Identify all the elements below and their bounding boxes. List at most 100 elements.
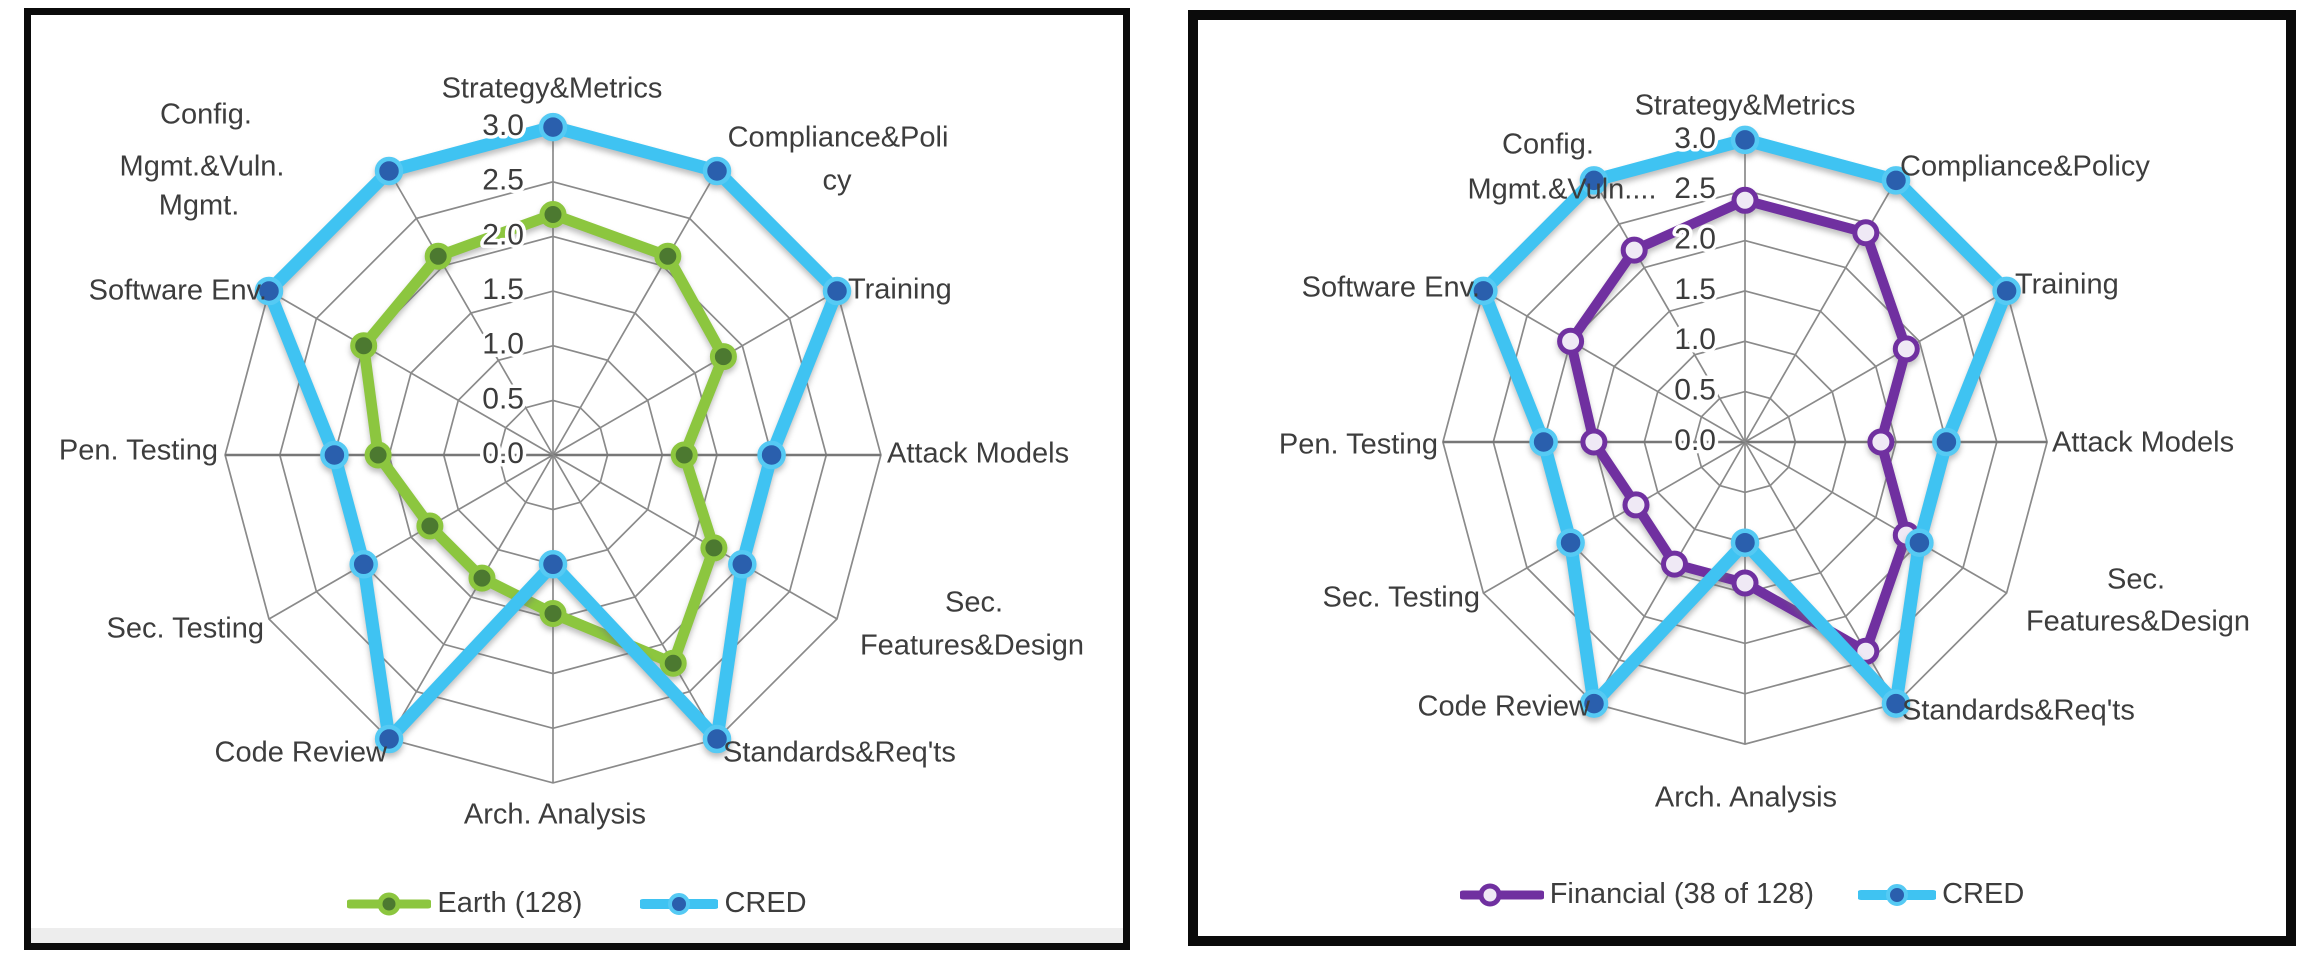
data-point: [1579, 166, 1609, 195]
radial-tick-label: 0.0: [1674, 424, 1716, 457]
radial-tick-label: 0.5: [1674, 374, 1716, 407]
radar-panel-financial: Strategy&Metrics Compliance&Policy Trainin…: [1188, 10, 2296, 946]
panel-bottom-strip: [31, 928, 1123, 943]
financial-series-swatch-icon: [1459, 883, 1544, 906]
grid-spoke: [1744, 441, 2008, 594]
data-point: [1622, 491, 1650, 519]
axis-label: Sec. Testing: [107, 613, 264, 645]
data-point: [1529, 427, 1558, 457]
data-point: [728, 550, 757, 579]
data-point: [1556, 528, 1585, 557]
series-cred: [1469, 125, 2021, 718]
radial-tick-label: 1.0: [1674, 323, 1716, 356]
data-point: [654, 242, 682, 270]
radial-tick-label: 2.0: [1674, 223, 1716, 256]
axis-label: Mgmt.&Vuln....: [1467, 174, 1656, 206]
axis-label: Software Env.: [89, 275, 267, 307]
cred-series-swatch-icon: [1858, 883, 1937, 906]
axis-label: Attack Models: [2052, 427, 2234, 459]
data-point: [539, 600, 567, 627]
axis-label: Code Review: [1418, 691, 1592, 723]
grid-spoke: [552, 170, 718, 456]
radar-chart-financial-vs-cred: Strategy&Metrics Compliance&Policy Trainin…: [1279, 90, 2250, 814]
axis-label: Pen. Testing: [59, 435, 218, 467]
data-point: [1992, 276, 2021, 306]
data-point: [320, 440, 349, 470]
data-point: [1905, 528, 1934, 557]
data-point: [1731, 186, 1759, 214]
data-point: [364, 441, 392, 469]
radar-chart-earth-vs-cred: Strategy&Metrics Compliance&Poli cy Trainin…: [59, 73, 1084, 831]
axis-label: Mgmt.&Vuln.: [120, 151, 285, 183]
legend-label-financial: Financial (38 of 128): [1549, 878, 1815, 910]
data-point: [670, 441, 698, 469]
data-point: [1730, 125, 1760, 155]
axis-label: Sec. Testing: [1323, 582, 1480, 614]
data-point: [538, 550, 568, 579]
axis-label: Standards&Req'ts: [723, 737, 956, 769]
radial-tick-label: 3.0: [482, 109, 524, 142]
data-point: [1881, 689, 1911, 718]
axis-label: Sec.: [945, 587, 1003, 619]
legend-label-cred: CRED: [724, 887, 807, 919]
legend-label-cred-right: CRED: [1942, 878, 2025, 910]
radial-tick-label: 0.5: [482, 382, 524, 415]
axis-label: Config.: [1502, 129, 1594, 161]
data-point: [349, 550, 378, 579]
axis-labels: Strategy&Metrics Compliance&Policy Trainin…: [1279, 90, 2250, 814]
radial-tick-labels: 0.0 0.5 1.0 1.5 2.0 2.5 3.0: [479, 106, 528, 474]
axis-label: cy: [823, 165, 853, 197]
data-point: [1469, 276, 1498, 306]
legend-item-cred-right: CRED: [1858, 878, 2024, 911]
grid-spoke: [1482, 290, 1746, 443]
data-point: [254, 276, 284, 306]
series-earth-128-: [350, 201, 737, 677]
data-point: [659, 649, 687, 677]
data-point: [702, 156, 732, 186]
data-point: [1730, 528, 1760, 557]
axis-label: Code Review: [215, 737, 389, 769]
data-point: [1881, 166, 1911, 195]
grid-spoke: [268, 290, 554, 456]
radial-tick-label: 0.0: [482, 437, 524, 470]
data-point: [709, 343, 737, 371]
radial-tick-labels: 0.0 0.5 1.0 1.5 2.0 2.5 3.0: [1671, 118, 1720, 460]
earth-series-swatch-icon: [347, 892, 432, 915]
data-point: [1580, 428, 1608, 456]
data-point: [1557, 327, 1585, 355]
axis-label: Features&Design: [2026, 606, 2250, 638]
axis-label: Standards&Req'ts: [1902, 695, 2135, 727]
data-point: [416, 512, 444, 540]
grid-spoke: [388, 454, 554, 740]
axis-label: Software Env.: [1302, 272, 1480, 304]
axis-label: Compliance&Policy: [1900, 151, 2150, 183]
axis-label: Config.: [160, 99, 252, 131]
series-cred: [254, 112, 852, 754]
axis-label: Mgmt.: [159, 190, 240, 222]
data-point: [1731, 569, 1759, 597]
data-point: [1852, 219, 1880, 247]
axis-label: Attack Models: [887, 438, 1069, 470]
grid-spoke: [552, 454, 718, 740]
data-point: [702, 724, 732, 754]
data-point: [374, 724, 404, 754]
data-point: [1892, 335, 1920, 363]
radial-tick-label: 1.0: [482, 328, 524, 361]
grid-spoke: [1744, 290, 2008, 443]
cred-series-swatch-icon: [640, 892, 719, 915]
data-point: [822, 276, 852, 306]
data-point: [1579, 689, 1609, 718]
axis-label: Sec.: [2107, 564, 2165, 596]
data-point: [757, 440, 786, 470]
data-point: [1661, 550, 1688, 578]
data-point: [538, 112, 568, 142]
axis-label: Training: [848, 274, 952, 306]
data-point: [539, 201, 567, 228]
axis-label: Arch. Analysis: [1655, 782, 1837, 814]
grid-spoke: [1482, 441, 1746, 594]
radial-tick-label: 1.5: [482, 273, 524, 306]
grid-spoke: [552, 454, 838, 620]
axis-label: Pen. Testing: [1279, 429, 1438, 461]
data-point: [374, 156, 404, 186]
